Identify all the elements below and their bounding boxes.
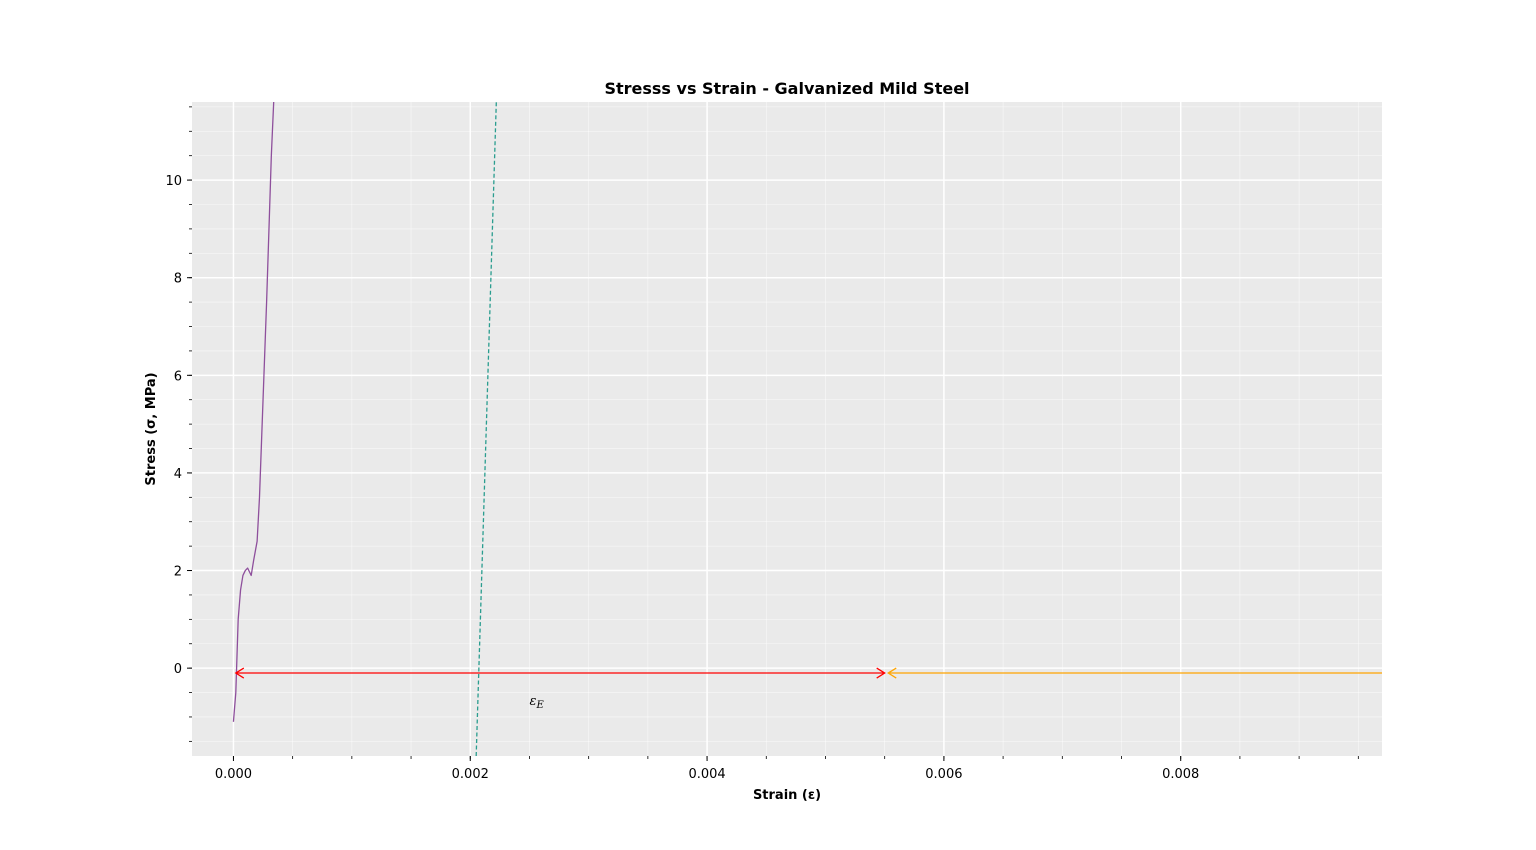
y-tick-label: 0 <box>174 662 182 677</box>
series-layer <box>232 102 497 756</box>
grid <box>192 102 1382 756</box>
x-tick-label: 0.008 <box>1162 767 1199 782</box>
arrow-head <box>234 667 245 679</box>
offset-line <box>475 102 497 756</box>
x-tick-label: 0.006 <box>925 767 962 782</box>
epsilon-e-subscript: E <box>535 700 544 711</box>
y-tick-label: 8 <box>174 272 182 287</box>
plot-area <box>192 102 1382 756</box>
y-tick-label: 4 <box>174 467 182 482</box>
y-axis-label: Stress (σ, MPa) <box>144 372 159 485</box>
stress-strain-curve <box>232 102 275 722</box>
y-tick-label: 6 <box>174 369 182 384</box>
y-tick-label: 2 <box>174 565 182 580</box>
arrow-head <box>887 667 897 679</box>
chart-title: Stresss vs Strain - Galvanized Mild Stee… <box>604 79 969 98</box>
x-axis-label: Strain (ε) <box>753 788 821 803</box>
arrow-head <box>876 667 886 679</box>
x-tick-label: 0.002 <box>452 767 489 782</box>
x-tick-label: 0.000 <box>215 767 252 782</box>
y-tick-label: 10 <box>165 174 182 189</box>
annotation-layer <box>234 667 1382 679</box>
axis-ticks: 0.000 0.002 0.004 0.006 0.008 0 2 4 6 8 10 <box>165 106 1359 782</box>
x-tick-label: 0.004 <box>688 767 725 782</box>
